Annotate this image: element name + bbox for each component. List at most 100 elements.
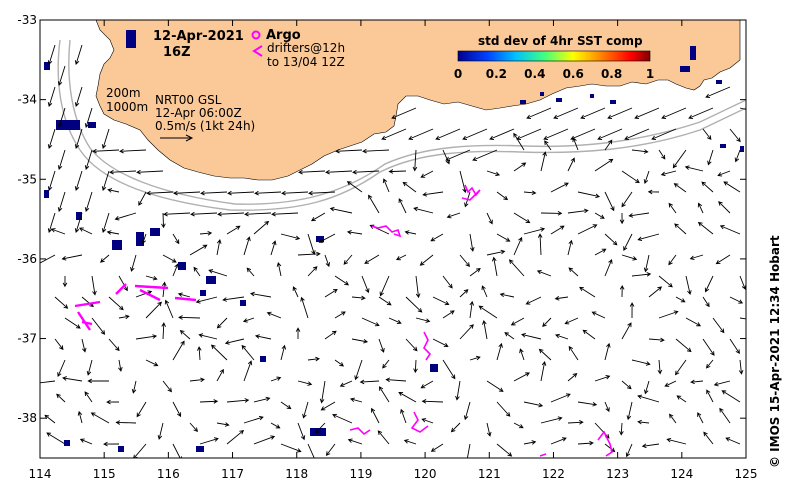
current-arrow	[637, 419, 650, 425]
current-arrow	[162, 254, 177, 263]
current-arrow	[343, 254, 353, 265]
current-arrow	[684, 165, 704, 172]
current-arrow	[280, 443, 302, 453]
sst-patch	[196, 446, 204, 452]
current-arrow	[510, 317, 525, 326]
drifters-label-1: drifters@12h	[267, 41, 345, 55]
current-arrow	[314, 422, 326, 434]
current-arrow	[508, 259, 525, 277]
current-arrow	[307, 266, 318, 277]
sst-patch	[556, 98, 562, 102]
current-arrow	[496, 401, 511, 417]
current-arrow	[658, 310, 679, 319]
current-arrow	[626, 401, 633, 421]
current-arrow	[91, 317, 106, 335]
current-arrow	[594, 158, 614, 172]
current-arrow	[266, 311, 282, 319]
drifters-label-2: to 13/04 12Z	[267, 55, 345, 69]
current-arrow	[84, 191, 93, 213]
current-arrow	[604, 191, 615, 212]
current-arrow	[62, 275, 68, 288]
current-arrow	[280, 401, 292, 410]
current-arrow	[540, 211, 563, 216]
current-arrow	[701, 181, 714, 193]
bathymetry-contours	[57, 39, 746, 211]
current-arrow	[103, 441, 120, 447]
current-arrow	[704, 275, 714, 293]
current-arrow	[378, 296, 392, 306]
current-arrow	[697, 412, 704, 424]
current-arrow	[631, 149, 649, 154]
current-arrow	[334, 275, 350, 286]
current-arrow	[325, 169, 353, 175]
argo-marker-icon	[251, 30, 261, 40]
current-arrow	[604, 401, 610, 413]
x-tick-label: 119	[349, 467, 372, 481]
x-tick-label: 125	[735, 467, 758, 481]
current-arrow	[241, 344, 255, 361]
current-arrow	[496, 443, 513, 457]
current-arrow	[719, 407, 731, 424]
current-arrow	[302, 401, 309, 419]
current-arrow	[481, 285, 488, 298]
current-arrow	[40, 254, 56, 264]
drifter-marker-icon	[252, 45, 263, 57]
sst-patch	[610, 100, 616, 104]
current-arrow	[133, 443, 147, 458]
current-arrow	[725, 437, 741, 445]
current-arrow	[492, 256, 498, 277]
current-arrow	[607, 107, 633, 119]
current-arrow	[398, 391, 417, 403]
current-arrow	[254, 334, 272, 340]
current-arrow	[226, 429, 245, 445]
colorbar-ramp	[457, 50, 651, 62]
current-arrow	[84, 149, 93, 171]
current-arrow	[368, 194, 380, 214]
current-arrow	[346, 181, 363, 193]
x-tick-label: 121	[478, 467, 501, 481]
current-arrow	[567, 157, 575, 172]
current-arrow	[513, 372, 530, 382]
current-arrow	[253, 220, 270, 235]
current-arrow	[319, 380, 326, 404]
current-arrow	[504, 332, 515, 340]
current-arrow	[106, 399, 120, 405]
current-arrow	[705, 86, 731, 98]
current-arrow	[339, 380, 353, 387]
current-arrow	[87, 378, 110, 384]
current-arrow	[721, 390, 741, 403]
x-tick-label: 124	[670, 467, 693, 481]
current-arrow	[496, 342, 503, 361]
current-arrow	[79, 438, 93, 445]
current-arrow	[324, 330, 337, 340]
sst-patch	[44, 62, 50, 70]
current-arrow	[199, 437, 219, 445]
current-arrow	[658, 149, 666, 160]
current-arrow	[86, 359, 93, 376]
current-arrow	[664, 380, 677, 387]
current-arrow	[172, 340, 185, 361]
current-arrow	[619, 284, 625, 298]
current-arrow	[629, 302, 635, 319]
current-arrow	[674, 359, 687, 376]
current-arrow	[222, 296, 245, 302]
current-arrow	[482, 319, 488, 340]
plot-frame	[39, 19, 747, 459]
current-arrow	[658, 275, 673, 288]
argo-label: Argo	[266, 28, 301, 43]
sst-patch	[118, 446, 124, 452]
current-arrow	[364, 254, 380, 264]
current-arrow	[513, 236, 523, 256]
current-arrow	[162, 380, 172, 393]
current-arrow	[56, 393, 66, 403]
y-axis: -33 -34 -35 -36 -37 -38	[17, 13, 746, 425]
current-arrow	[604, 342, 611, 361]
current-arrow	[489, 128, 515, 140]
current-arrow	[199, 230, 213, 236]
current-arrow	[138, 191, 147, 206]
current-arrow	[193, 266, 201, 277]
colorbar-ticks: 0 0.2 0.4 0.6 0.8 1	[454, 67, 654, 81]
colorbar-tick-label: 0	[454, 67, 462, 81]
current-arrow	[310, 212, 326, 222]
